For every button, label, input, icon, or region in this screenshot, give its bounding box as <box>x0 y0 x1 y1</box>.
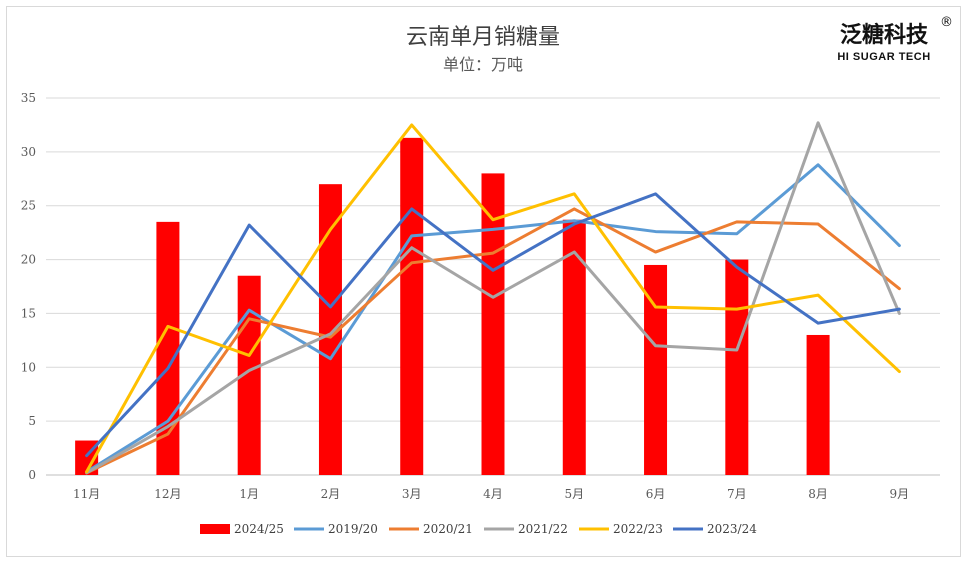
y-tick-label: 35 <box>21 91 36 105</box>
y-tick-label: 20 <box>21 253 36 267</box>
x-tick-label: 11月 <box>73 487 100 501</box>
x-tick-label: 3月 <box>402 487 422 501</box>
chart-title: 云南单月销糖量 <box>406 25 560 50</box>
y-tick-label: 25 <box>21 199 36 213</box>
x-tick-label: 5月 <box>564 487 584 501</box>
y-axis-ticks: 0 5 10 15 20 25 30 35 <box>21 91 36 482</box>
series-line <box>85 121 901 475</box>
legend-label: 2024/25 <box>234 522 284 536</box>
legend-swatch-bar <box>200 524 230 534</box>
x-tick-label: 12月 <box>154 487 181 501</box>
x-tick-label: 9月 <box>890 487 910 501</box>
bar <box>644 264 668 475</box>
x-tick-label: 7月 <box>727 487 747 501</box>
y-tick-label: 30 <box>21 145 36 159</box>
legend-label: 2023/24 <box>707 522 757 536</box>
bar <box>725 259 749 475</box>
series-line <box>85 192 901 458</box>
legend-label: 2022/23 <box>613 522 663 536</box>
series-line <box>85 207 901 475</box>
x-tick-label: 2月 <box>321 487 341 501</box>
brand-logo: 泛糖科技 ® HI SUGAR TECH <box>837 15 953 63</box>
x-tick-label: 4月 <box>483 487 503 501</box>
brand-registered-mark: ® <box>940 15 953 30</box>
legend-label: 2021/22 <box>518 522 568 536</box>
y-tick-label: 10 <box>21 360 36 374</box>
chart-subtitle: 单位：万吨 <box>443 55 523 74</box>
x-axis-ticks: 11月 12月 1月 2月 3月 4月 5月 6月 7月 8月 9月 <box>73 487 909 501</box>
y-tick-label: 15 <box>21 306 36 320</box>
x-tick-label: 1月 <box>239 487 259 501</box>
bar <box>400 137 424 475</box>
y-tick-label: 0 <box>28 468 36 482</box>
legend-label: 2020/21 <box>423 522 473 536</box>
brand-name-cn: 泛糖科技 <box>840 22 929 48</box>
series-line <box>85 123 901 474</box>
bar <box>318 184 342 475</box>
x-tick-label: 6月 <box>646 487 666 501</box>
brand-name-en: HI SUGAR TECH <box>837 51 930 63</box>
legend: 2024/25 2019/20 2020/21 2021/22 2022/23 2023/… <box>200 522 757 536</box>
line-series <box>85 121 901 475</box>
bar <box>562 219 586 475</box>
x-tick-label: 8月 <box>808 487 828 501</box>
y-tick-label: 5 <box>28 414 36 428</box>
bar <box>806 334 830 475</box>
legend-label: 2019/20 <box>328 522 378 536</box>
bar-series <box>75 137 830 475</box>
